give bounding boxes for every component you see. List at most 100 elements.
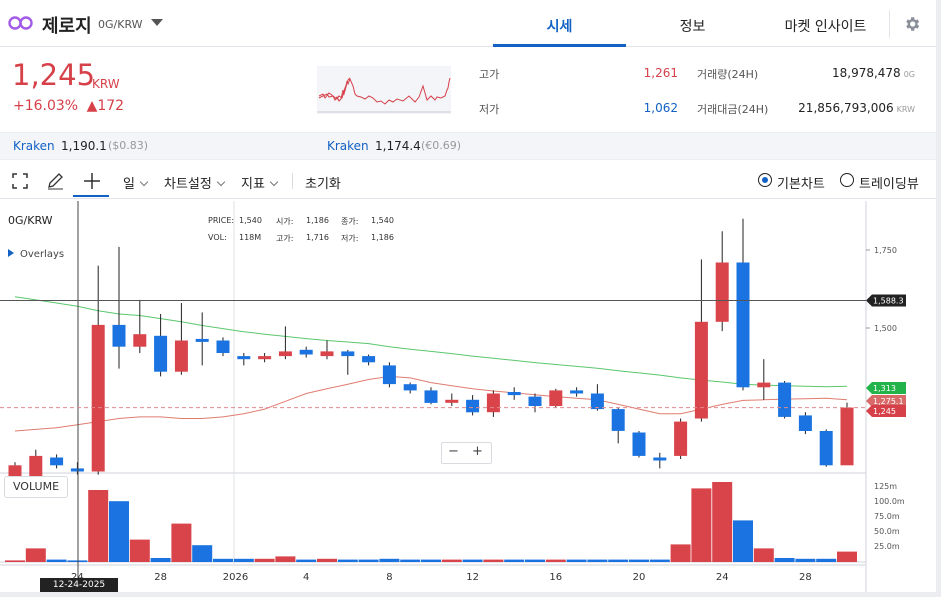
chart-toolbar: 일 차트설정 지표 초기화 기본차트 트레이딩뷰 [0, 164, 936, 199]
price-chart[interactable]: 1,750 1,500 1,588.3 1,313 1,275.11,245 125m 10… [0, 201, 936, 592]
price-sparkline [317, 66, 451, 114]
ohlc-high: 1,716 [306, 233, 329, 242]
candle-body [507, 392, 521, 396]
chart-settings-label: 차트설정 [164, 177, 212, 192]
reset-button[interactable]: 초기화 [305, 177, 341, 192]
high-label: 고가 [479, 68, 500, 81]
crosshair-date-tag: 12-24-2025 [40, 578, 118, 592]
ref-sub-usd: ($0.83) [108, 139, 149, 152]
candle-body [570, 390, 584, 394]
volume-bar [25, 548, 46, 562]
tab-market-insight[interactable]: 마켓 인사이트 [784, 19, 867, 35]
volume-bar [795, 558, 816, 562]
candle-body [216, 340, 230, 353]
coin-select-chevron-down-icon[interactable] [151, 19, 163, 26]
date-tick-label: 8 [386, 572, 392, 583]
coin-pair: 0G/KRW [98, 18, 143, 31]
tradingview-label[interactable]: 트레이딩뷰 [859, 177, 919, 192]
candle-body [466, 399, 480, 413]
interval-select[interactable]: 일 [123, 173, 149, 192]
candle-body [237, 356, 251, 360]
candle-body [445, 399, 459, 403]
toolbar-divider [292, 173, 293, 189]
candle-body [8, 465, 22, 478]
tab-market-price[interactable]: 시세 [546, 19, 573, 35]
zoom-in-button[interactable]: + [472, 444, 483, 459]
overlays-toggle[interactable]: Overlays [8, 249, 64, 260]
ref-exchange-eur[interactable]: Kraken [327, 139, 369, 153]
price-tag-bg [866, 395, 906, 407]
candle-body [486, 393, 500, 413]
volume-bar [358, 559, 379, 562]
price-change: +16.03% ▲172 [13, 98, 124, 114]
ohlc-open-label: 시가: [276, 217, 294, 226]
gear-icon[interactable] [903, 15, 921, 33]
crosshair-icon[interactable] [83, 172, 101, 190]
volume-bar [400, 559, 421, 562]
candle-body [653, 457, 667, 461]
volume-bar [213, 558, 233, 562]
current-price: 1,245 [12, 58, 96, 92]
chart-settings-menu[interactable]: 차트설정 [164, 173, 226, 192]
radio-tradingview[interactable] [840, 173, 854, 187]
fullscreen-icon[interactable] [11, 172, 29, 190]
volume-bar [837, 551, 857, 562]
change-amount: ▲172 [86, 98, 125, 114]
amount-24h-label: 거래대금(24H) [697, 103, 769, 116]
ref-price-usd: 1,190.1 [61, 139, 107, 153]
candle-body [362, 356, 376, 363]
candle-body [133, 334, 147, 347]
candle-body [778, 382, 792, 417]
ref-exchange-usd[interactable]: Kraken [13, 139, 55, 153]
volume-bar [608, 559, 629, 562]
basic-chart-label[interactable]: 기본차트 [777, 177, 825, 192]
volume-tick-label: 25.0m [874, 542, 900, 551]
price-unit: KRW [92, 77, 120, 91]
crosshair-price-tag-bg [866, 294, 906, 307]
volume-bar [109, 501, 129, 562]
price-tag-bg [866, 405, 906, 417]
volume-bar [88, 490, 109, 562]
draw-pencil-icon[interactable] [46, 172, 64, 190]
chevron-down-icon [269, 177, 279, 187]
candle-body [840, 407, 854, 466]
price-tag-text: 1,275.1 [873, 397, 904, 406]
volume-bar [254, 558, 275, 562]
zoom-out-button[interactable]: − [448, 444, 459, 459]
price-tag: 1,275.1 [866, 395, 906, 407]
date-tick-label: 20 [633, 572, 646, 583]
price-tick-label: 1,750 [874, 246, 897, 255]
high-value: 1,261 [643, 66, 678, 80]
crosshair-price-tag-text: 1,588.3 [873, 296, 904, 305]
volume-bar [691, 488, 712, 562]
indicators-label: 지표 [241, 177, 265, 192]
price-tag-text: 1,245 [873, 407, 896, 416]
candle-body [70, 468, 84, 472]
indicators-menu[interactable]: 지표 [241, 173, 279, 192]
active-tab-underline [493, 44, 626, 47]
volume-bar [337, 559, 358, 562]
candle-body [195, 338, 209, 342]
volume-24h: 18,978,478 0G [760, 66, 915, 80]
zoom-controls: − + [441, 442, 492, 464]
candle-body [29, 455, 43, 481]
volume-bar [462, 559, 483, 562]
radio-basic-chart[interactable] [758, 173, 772, 187]
date-tick-label: 24 [71, 572, 84, 583]
volume-bar [816, 558, 837, 562]
volume-bar [670, 544, 691, 562]
header: 제로지 0G/KRW 시세 정보 마켓 인사이트 [0, 0, 936, 47]
ohlc-close: 1,540 [371, 216, 394, 225]
coin-name: 제로지 [42, 16, 92, 37]
low-value: 1,062 [643, 101, 678, 115]
candle-body [403, 384, 417, 391]
interval-label: 일 [123, 177, 135, 192]
price-tag-bg [866, 382, 906, 394]
volume-bar [587, 559, 608, 562]
tab-info[interactable]: 정보 [679, 19, 706, 35]
date-tick-label: 2026 [223, 572, 248, 583]
candle-body [798, 415, 812, 431]
volume-bar [525, 559, 545, 562]
volume-bar [5, 560, 25, 562]
